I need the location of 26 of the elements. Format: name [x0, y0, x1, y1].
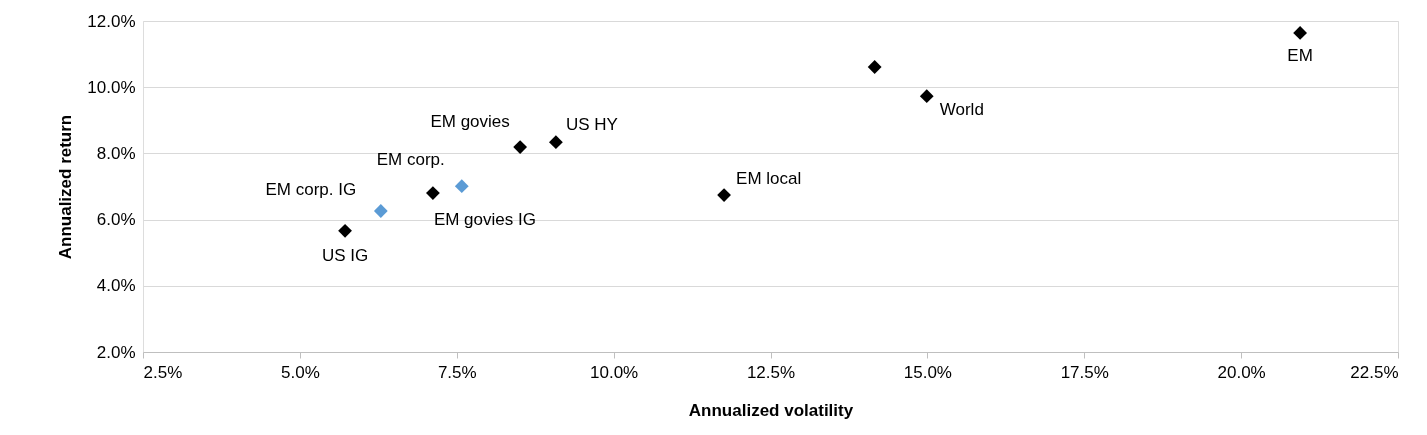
- x-tick-label: 10.0%: [590, 362, 639, 382]
- x-tick-label: 22.5%: [1350, 362, 1399, 382]
- x-tick-label: 17.5%: [1060, 362, 1109, 382]
- x-tick-label: 2.5%: [143, 362, 183, 382]
- y-tick-label: 8.0%: [96, 143, 136, 163]
- data-label: EM local: [736, 169, 802, 189]
- data-label: EM govies IG: [433, 210, 536, 230]
- data-label: EM corp. IG: [265, 179, 357, 199]
- data-label: EM govies: [430, 112, 510, 132]
- y-tick-label: 4.0%: [96, 276, 136, 296]
- x-axis-title: Annualized volatility: [688, 400, 854, 420]
- data-label: US HY: [565, 115, 618, 135]
- x-tick-label: 5.0%: [281, 362, 320, 382]
- y-tick-label: 6.0%: [96, 210, 136, 230]
- x-tick-label: 20.0%: [1217, 362, 1266, 382]
- y-tick-label: 10.0%: [87, 77, 136, 97]
- y-tick-label: 12.0%: [87, 11, 136, 31]
- x-tick-label: 7.5%: [437, 362, 477, 382]
- x-tick-label: 12.5%: [746, 362, 796, 382]
- data-label: EM: [1287, 45, 1313, 65]
- data-label: World: [939, 100, 984, 120]
- x-tick-label: 15.0%: [903, 362, 952, 382]
- y-tick-label: 2.0%: [96, 342, 136, 362]
- data-label: EM corp.: [376, 150, 445, 170]
- y-axis-title: Annualized return: [56, 114, 76, 260]
- data-label: US IG: [321, 245, 369, 265]
